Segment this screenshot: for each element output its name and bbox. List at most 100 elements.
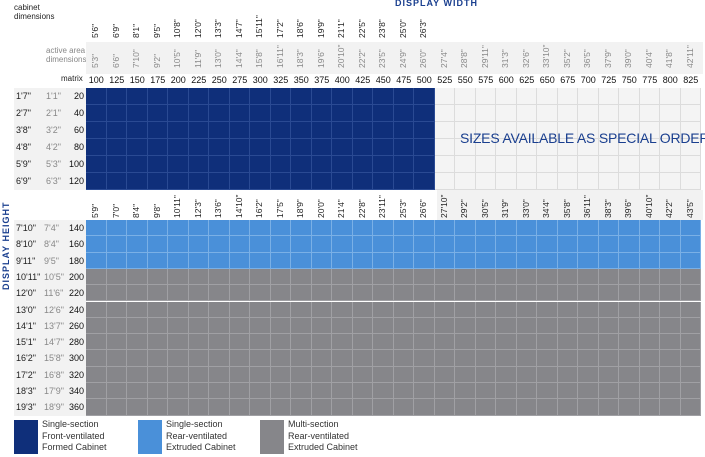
matrix-width-label: 775 [642, 75, 658, 85]
grid-cell [578, 268, 599, 286]
legend-swatch [138, 420, 162, 454]
grid-cell [168, 317, 189, 335]
row-cabinet-height: 6'9" [16, 176, 31, 186]
grid-cell [373, 366, 394, 383]
row-matrix-height: 340 [68, 386, 84, 396]
grid-cell [229, 105, 250, 122]
grid-cell [660, 350, 681, 367]
grid-cell [475, 285, 496, 302]
row-cabinet-height: 4'8" [16, 142, 31, 152]
grid-cell [373, 317, 394, 335]
grid-cell [578, 350, 599, 367]
grid-cell [147, 139, 168, 156]
grid-cell [516, 173, 537, 190]
grid-cell [660, 301, 681, 318]
cabinet-width-label: 9'5" [151, 23, 162, 38]
grid-cell [619, 334, 640, 351]
matrix-width-label: 175 [150, 75, 166, 85]
grid-cell [291, 236, 312, 253]
grid-cell [229, 88, 250, 105]
grid-cell [475, 301, 496, 318]
cabinet-width-label: 15'11" [254, 15, 264, 38]
grid-cell [332, 88, 353, 105]
grid-cell [352, 139, 373, 156]
grid-cell [455, 350, 476, 367]
grid-cell [557, 366, 578, 383]
cabinet-width-label-mid: 20'0" [315, 199, 326, 218]
display-height-label: DISPLAY HEIGHT [1, 201, 11, 290]
grid-cell [311, 350, 332, 367]
row-active-height: 17'9" [44, 386, 64, 396]
grid-cell [414, 236, 435, 253]
grid-cell [414, 285, 435, 302]
grid-cell [270, 383, 291, 400]
row-matrix-height: 140 [68, 223, 84, 233]
grid-cell [373, 122, 394, 139]
grid-cell [639, 88, 660, 105]
grid-cell [578, 156, 599, 173]
grid-cell [619, 268, 640, 286]
legend-label: Multi-section Rear-ventilated Extruded Cab… [288, 419, 358, 454]
cabinet-width-label: 6'9" [110, 23, 121, 38]
grid-cell [455, 301, 476, 318]
grid-cell [311, 173, 332, 190]
grid-cell [434, 88, 455, 105]
row-label-bg-bottom [14, 220, 86, 416]
grid-cell [619, 173, 640, 190]
grid-cell [537, 236, 558, 253]
grid-cell [639, 268, 660, 286]
cabinet-width-label-mid: 21'4" [336, 199, 346, 218]
cabinet-width-label: 18'6" [295, 19, 305, 38]
row-cabinet-height: 19'3" [16, 402, 36, 413]
grid-cell [352, 285, 373, 302]
active-width-label: 11'9" [192, 49, 203, 68]
grid-cell [373, 173, 394, 190]
grid-cell [86, 220, 107, 237]
grid-cell [598, 156, 619, 173]
grid-cell [352, 252, 373, 269]
grid-cell [311, 399, 332, 416]
grid-cell [373, 252, 394, 269]
grid-cell [516, 285, 537, 302]
row-cabinet-height: 18'3" [16, 386, 36, 396]
grid-cell [270, 105, 291, 122]
grid-cell [516, 383, 537, 400]
active-width-label: 33'10" [541, 44, 551, 68]
matrix-width-label: 600 [498, 75, 514, 85]
row-cabinet-height: 7'10" [16, 223, 36, 233]
legend-label: Single-section Front-ventilated Formed Cab… [42, 419, 107, 454]
grid-cell [352, 105, 373, 122]
grid-cell [229, 317, 250, 335]
grid-cell [127, 366, 148, 383]
grid-cell [332, 173, 353, 190]
grid-cell [147, 122, 168, 139]
grid-cell [106, 252, 127, 269]
grid-cell [537, 156, 558, 173]
row-active-height: 11'6" [44, 288, 64, 299]
grid-cell [147, 317, 168, 335]
row-cabinet-height: 14'1" [16, 320, 36, 331]
row-active-height: 12'6" [44, 304, 64, 315]
grid-cell [168, 236, 189, 253]
matrix-width-label: 225 [191, 75, 207, 85]
grid-cell [660, 220, 681, 237]
grid-cell [106, 317, 127, 335]
grid-cell [598, 236, 619, 253]
active-width-label: 14'4" [233, 49, 244, 68]
grid-cell [414, 220, 435, 237]
grid-cell [209, 173, 230, 190]
cabinet-width-label-mid: 12'3" [192, 199, 203, 218]
grid-cell [229, 139, 250, 156]
grid-cell [229, 220, 250, 237]
grid-cell [332, 139, 353, 156]
grid-cell [291, 366, 312, 383]
cabinet-width-label-mid: 25'3" [397, 199, 408, 218]
grid-cell [578, 334, 599, 351]
row-matrix-height: 260 [68, 320, 84, 331]
legend-label-line: Extruded Cabinet [288, 442, 358, 452]
grid-cell [270, 122, 291, 139]
matrix-width-label: 250 [211, 75, 227, 85]
row-active-height: 6'3" [46, 176, 61, 186]
grid-cell [270, 366, 291, 383]
grid-cell [414, 383, 435, 400]
